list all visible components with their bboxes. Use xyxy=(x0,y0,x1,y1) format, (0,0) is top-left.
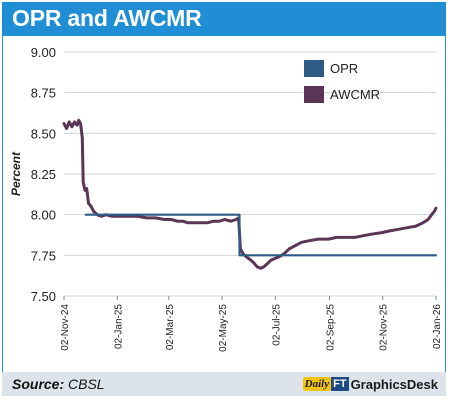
x-tick-label: 02-May-25 xyxy=(218,304,229,352)
brand-graphics-desk: GraphicsDesk xyxy=(350,376,438,392)
y-tick-label: 7.50 xyxy=(31,289,56,304)
x-tick-label: 02-Jan-25 xyxy=(113,304,124,349)
x-tick-label: 02-Sep-25 xyxy=(325,304,336,351)
chart-title-bar: OPR and AWCMR xyxy=(2,2,446,36)
x-tick-label: 02-Jan-26 xyxy=(432,304,442,349)
source-value: CBSL xyxy=(68,376,105,392)
y-tick-label: 7.75 xyxy=(31,248,56,263)
y-tick-label: 8.25 xyxy=(31,167,56,182)
chart-panel: 7.50 7.75 8.00 8.25 8.50 8.75 9.00 Percent 02-No… xyxy=(6,40,442,368)
source-note: Source: CBSL xyxy=(12,376,105,392)
x-tick-label: 02-Nov-24 xyxy=(60,304,71,351)
line-chart: 7.50 7.75 8.00 8.25 8.50 8.75 9.00 Percent 02-No… xyxy=(6,40,442,368)
brand-ft: FT xyxy=(331,377,349,391)
awcmr-legend-swatch xyxy=(304,86,324,103)
legend: OPR AWCMR xyxy=(304,60,380,103)
chart-title: OPR and AWCMR xyxy=(12,5,202,31)
axes: 7.50 7.75 8.00 8.25 8.50 8.75 9.00 Percent 02-No… xyxy=(9,45,442,352)
footer: Source: CBSL Daily FT GraphicsDesk xyxy=(2,372,446,396)
brand-daily: Daily xyxy=(302,377,332,391)
y-tick-label: 8.00 xyxy=(31,208,56,223)
x-tick-label: 02-Mar-25 xyxy=(165,304,176,351)
series-lines xyxy=(62,118,438,270)
opr-legend-swatch xyxy=(304,60,324,77)
y-tick-label: 8.50 xyxy=(31,126,56,141)
x-tick-label: 02-Jul-25 xyxy=(271,304,282,346)
brand-logo: Daily FT GraphicsDesk xyxy=(302,375,438,393)
y-tick-label: 8.75 xyxy=(31,86,56,101)
awcmr-legend-label: AWCMR xyxy=(330,87,380,102)
y-axis-label: Percent xyxy=(9,151,23,196)
opr-line xyxy=(84,213,438,257)
x-tick-label: 02-Nov-25 xyxy=(379,304,390,351)
awcmr-line xyxy=(62,118,438,270)
source-label: Source: xyxy=(12,376,65,392)
opr-legend-label: OPR xyxy=(330,61,358,76)
y-tick-label: 9.00 xyxy=(31,45,56,60)
chart-background xyxy=(6,40,442,368)
